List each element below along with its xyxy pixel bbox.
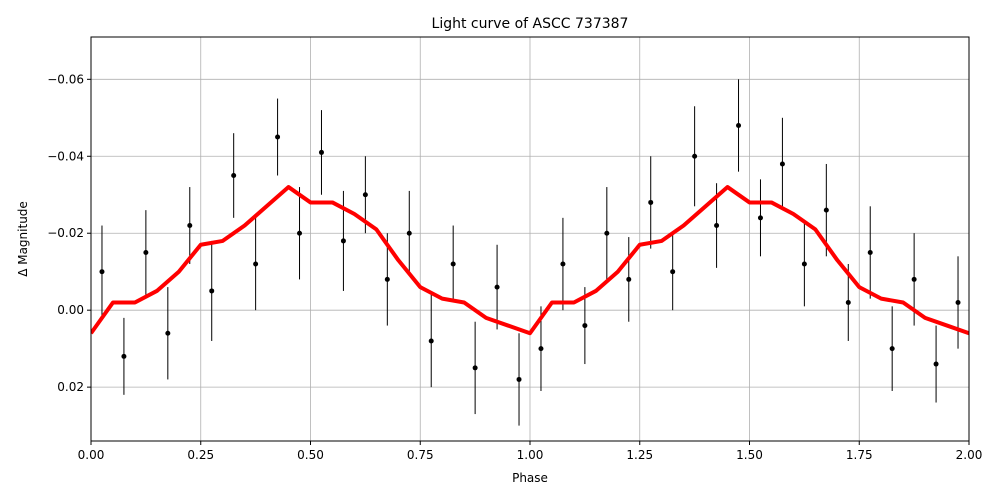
data-point [121, 353, 127, 359]
data-point [143, 249, 149, 255]
data-point [494, 284, 500, 290]
x-tick-label: 1.00 [517, 448, 544, 462]
data-point [801, 261, 807, 267]
x-tick-label: 0.25 [187, 448, 214, 462]
data-point [99, 269, 105, 275]
data-point [867, 249, 873, 255]
data-point [165, 330, 171, 336]
x-tick-label: 0.75 [407, 448, 434, 462]
data-point [670, 269, 676, 275]
data-point [472, 365, 478, 371]
data-point [692, 153, 698, 159]
ticks: 0.00 0.25 0.50 0.75 1.00 1.25 1.50 1.75 2.00 −0.0… [47, 72, 982, 462]
data-point [362, 192, 368, 198]
data-point [604, 230, 610, 236]
data-point [253, 261, 259, 267]
x-tick-label: 0.00 [78, 448, 105, 462]
data-point [318, 149, 324, 155]
data-point [714, 223, 720, 229]
y-tick-label: −0.04 [47, 149, 84, 163]
smoothed-curve [91, 185, 969, 336]
data-point [779, 161, 785, 167]
data-point [406, 230, 412, 236]
data-point [955, 299, 961, 305]
data-point [823, 207, 829, 213]
data-point [582, 323, 588, 329]
y-tick-label: −0.06 [47, 72, 84, 86]
data-point [275, 134, 281, 140]
data-point [384, 276, 390, 282]
data-point [187, 223, 193, 229]
data-point [297, 230, 303, 236]
data-point [516, 376, 522, 382]
data-point [450, 261, 456, 267]
y-tick-label: 0.02 [57, 380, 84, 394]
x-tick-label: 1.75 [846, 448, 873, 462]
x-tick-label: 1.25 [626, 448, 653, 462]
data-point [626, 276, 632, 282]
data-point [428, 338, 434, 344]
y-tick-label: −0.02 [47, 226, 84, 240]
data-point [889, 346, 895, 352]
x-tick-label: 0.50 [297, 448, 324, 462]
chart-title: Light curve of ASCC 737387 [432, 16, 629, 32]
x-tick-label: 2.00 [956, 448, 983, 462]
data-point [757, 215, 763, 221]
data-point [209, 288, 215, 294]
y-axis-label: Δ Magnitude [16, 201, 30, 277]
data-point [538, 346, 544, 352]
plot-area [91, 79, 969, 426]
x-axis-label: Phase [512, 471, 548, 485]
data-point [560, 261, 566, 267]
x-tick-label: 1.50 [736, 448, 763, 462]
data-point [340, 238, 346, 244]
data-point [648, 199, 654, 205]
data-point [933, 361, 939, 367]
y-tick-label: 0.00 [57, 303, 84, 317]
grid [90, 37, 970, 441]
data-point [231, 173, 237, 179]
data-point [845, 299, 851, 305]
data-point [736, 122, 742, 128]
data-point [911, 276, 917, 282]
